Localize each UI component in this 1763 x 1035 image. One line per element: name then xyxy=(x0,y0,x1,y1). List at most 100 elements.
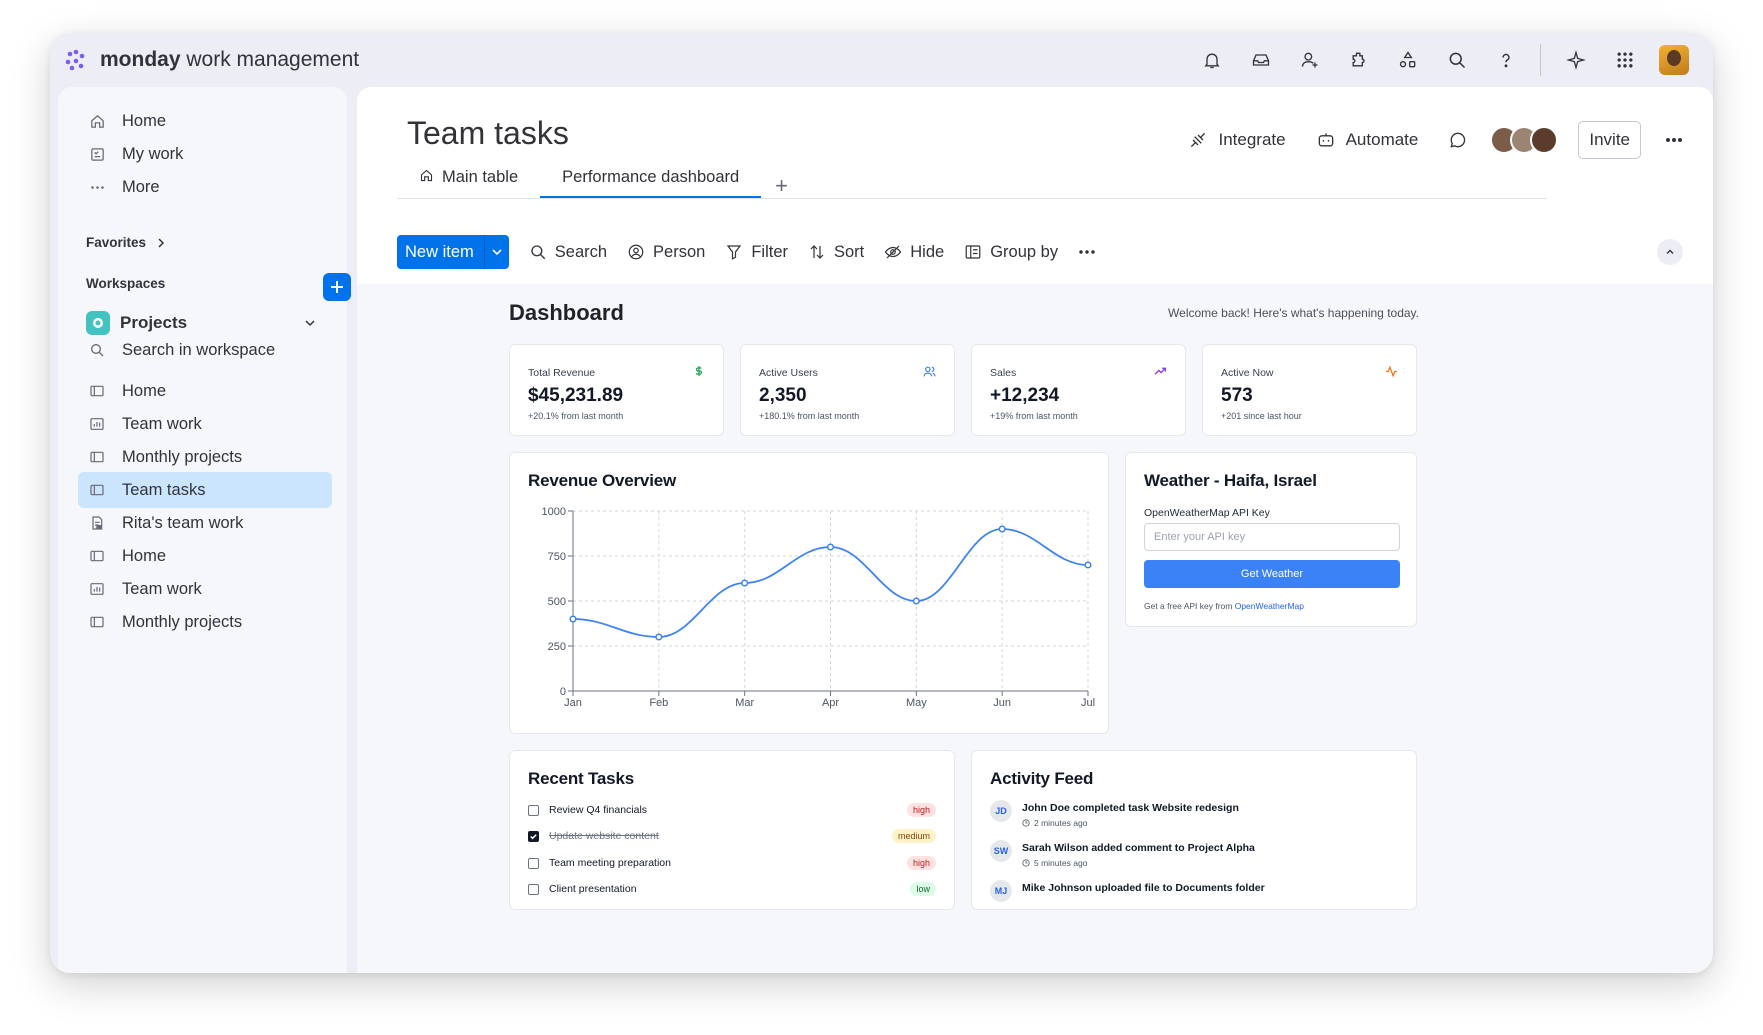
sidebar-item-home[interactable]: Home xyxy=(78,103,332,139)
api-key-input[interactable]: Enter your API key xyxy=(1144,523,1400,551)
sidebar-board-home-2[interactable]: Home xyxy=(78,538,332,574)
workspace-search[interactable]: Search in workspace xyxy=(78,332,332,368)
revenue-data-point xyxy=(655,633,663,641)
trending-up-icon xyxy=(1154,365,1167,378)
task-row: Client presentation low xyxy=(528,881,936,897)
stat-label: Total Revenue xyxy=(528,367,596,379)
brand-suffix: work management xyxy=(180,48,360,71)
task-checkbox[interactable] xyxy=(528,830,539,842)
bell-icon[interactable] xyxy=(1198,46,1226,74)
sidebar-item-label: Rita's team work xyxy=(122,513,244,532)
priority-badge: high xyxy=(906,803,936,817)
integrate-button[interactable]: Integrate xyxy=(1188,130,1286,150)
stat-label: Sales xyxy=(990,367,1017,379)
activity-text: John Doe completed task Website redesign xyxy=(1022,802,1239,814)
page-title[interactable]: Team tasks xyxy=(407,115,569,151)
automate-button[interactable]: Automate xyxy=(1316,130,1418,150)
revenue-data-point xyxy=(998,525,1006,533)
workspaces-label: Workspaces xyxy=(86,276,166,291)
invite-button[interactable]: Invite xyxy=(1578,121,1641,159)
activity-title: Activity Feed xyxy=(990,769,1094,788)
clock-icon xyxy=(1022,819,1030,827)
activity-item: MJ Mike Johnson uploaded file to Documen… xyxy=(990,880,1390,912)
more-actions-button[interactable] xyxy=(1665,137,1683,143)
filter-button[interactable]: Filter xyxy=(725,243,788,262)
grid-menu-icon[interactable] xyxy=(1611,46,1639,74)
task-checkbox[interactable] xyxy=(528,883,539,895)
add-workspace-button[interactable] xyxy=(323,273,351,301)
recent-tasks-title: Recent Tasks xyxy=(528,769,634,788)
invite-members-icon[interactable] xyxy=(1296,46,1324,74)
sidebar-board-monthly-projects-2[interactable]: Monthly projects xyxy=(78,604,332,640)
main-panel: Team tasks Integrate Automate xyxy=(357,87,1713,973)
recent-tasks-card: Recent Tasks Review Q4 financials high U… xyxy=(509,750,955,910)
favorites-toggle[interactable]: Favorites xyxy=(86,235,166,250)
ai-sparkle-icon[interactable] xyxy=(1562,46,1590,74)
hide-label: Hide xyxy=(910,242,945,261)
search-button[interactable]: Search xyxy=(529,243,607,262)
activity-time: 2 minutes ago xyxy=(1022,818,1087,828)
sidebar-board-team-work-2[interactable]: Team work xyxy=(78,571,332,607)
sidebar-board-team-work[interactable]: Team work xyxy=(78,406,332,442)
workspace-selector[interactable]: Projects xyxy=(86,308,316,338)
tab-performance-dashboard[interactable]: Performance dashboard xyxy=(540,168,762,198)
integrate-label: Integrate xyxy=(1218,130,1286,149)
sidebar-item-label: Team work xyxy=(122,414,202,433)
doc-icon xyxy=(88,514,106,532)
clock-icon xyxy=(1022,859,1030,867)
integrations-icon[interactable] xyxy=(1394,46,1422,74)
new-item-button[interactable]: New item xyxy=(397,235,509,269)
sidebar: Home My work More Favorites Workspaces P… xyxy=(58,87,351,973)
task-checkbox[interactable] xyxy=(528,804,539,816)
task-text: Team meeting preparation xyxy=(549,857,671,869)
task-row: Team meeting preparation high xyxy=(528,855,936,871)
sidebar-board-ritas-team-work[interactable]: Rita's team work xyxy=(78,505,332,541)
sidebar-board-monthly-projects[interactable]: Monthly projects xyxy=(78,439,332,475)
user-avatar[interactable] xyxy=(1659,45,1689,75)
board-tabs: Main table Performance dashboard + xyxy=(397,168,1547,199)
add-view-button[interactable]: + xyxy=(775,173,789,198)
apps-icon[interactable] xyxy=(1345,46,1373,74)
revenue-data-point xyxy=(569,615,577,623)
inbox-icon[interactable] xyxy=(1247,46,1275,74)
tab-main-table[interactable]: Main table xyxy=(397,168,540,198)
group-by-icon xyxy=(964,243,982,261)
x-tick-label: Apr xyxy=(822,697,839,709)
sort-button[interactable]: Sort xyxy=(808,243,864,262)
collapse-header-button[interactable] xyxy=(1657,239,1683,265)
board-icon xyxy=(88,382,106,400)
sidebar-board-home[interactable]: Home xyxy=(78,373,332,409)
search-icon[interactable] xyxy=(1443,46,1471,74)
openweathermap-link[interactable]: OpenWeatherMap xyxy=(1234,601,1305,611)
new-item-dropdown[interactable] xyxy=(485,235,509,269)
task-checkbox[interactable] xyxy=(528,857,539,869)
favorites-label: Favorites xyxy=(86,235,147,250)
new-item-label[interactable]: New item xyxy=(397,235,485,269)
dashboard-welcome: Welcome back! Here's what's happening to… xyxy=(1168,306,1419,320)
stat-card-total-revenue: Total Revenue $45,231.89 +20.1% from las… xyxy=(509,344,724,436)
activity-text: Mike Johnson uploaded file to Documents … xyxy=(1022,882,1265,894)
revenue-data-point xyxy=(912,597,920,605)
activity-avatar: SW xyxy=(990,840,1012,862)
activity-time: 5 minutes ago xyxy=(1022,858,1087,868)
board-members[interactable] xyxy=(1490,126,1559,154)
sidebar-item-my-work[interactable]: My work xyxy=(78,136,332,172)
hide-button[interactable]: Hide xyxy=(884,243,944,262)
header-actions: Integrate Automate Invite xyxy=(1158,121,1683,159)
search-icon xyxy=(88,341,106,359)
sidebar-board-team-tasks[interactable]: Team tasks xyxy=(78,472,332,508)
x-tick-label: May xyxy=(906,697,927,709)
help-icon[interactable] xyxy=(1492,46,1520,74)
updates-button[interactable] xyxy=(1448,130,1468,150)
stat-value: +12,234 xyxy=(990,385,1060,406)
group-by-label: Group by xyxy=(990,242,1059,261)
group-by-button[interactable]: Group by xyxy=(964,243,1058,262)
brand-logo[interactable]: monday work management xyxy=(64,48,359,72)
revenue-data-point xyxy=(741,579,749,587)
activity-icon xyxy=(1385,365,1398,378)
toolbar-more-button[interactable] xyxy=(1078,249,1096,255)
search-label: Search xyxy=(554,242,608,261)
sidebar-item-more[interactable]: More xyxy=(78,169,332,205)
person-filter-button[interactable]: Person xyxy=(627,243,705,262)
get-weather-button[interactable]: Get Weather xyxy=(1144,560,1400,588)
